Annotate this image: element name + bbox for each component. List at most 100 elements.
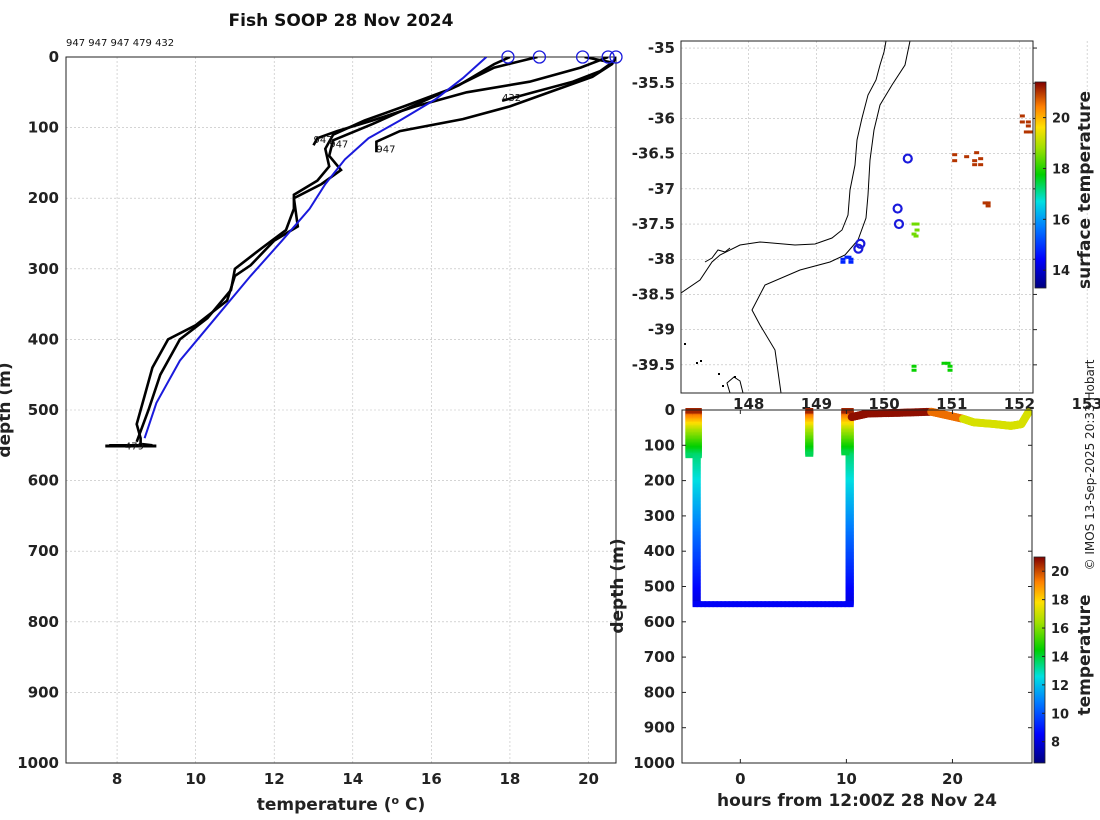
cast-bottom <box>692 601 854 608</box>
lat-tick--35: -35 <box>648 39 675 57</box>
profile-lines <box>105 57 616 448</box>
y-tick-500: 500 <box>28 401 59 419</box>
lat-tick--38.5: -38.5 <box>632 285 675 303</box>
map-colorbar <box>1034 81 1047 289</box>
cast-2 <box>805 408 814 457</box>
lat-tick--39: -39 <box>648 321 675 339</box>
section-xlabel: hours from 12:00Z 28 Nov 24 <box>717 791 997 811</box>
annotation-2: 947 <box>314 135 333 146</box>
y-tick-400: 400 <box>28 330 59 348</box>
y-tick-300: 300 <box>28 260 59 278</box>
sec-x-tick-0: 0 <box>735 770 745 788</box>
profile-ids: 947 947 947 479 432 <box>66 38 174 49</box>
section-content <box>685 407 1033 608</box>
station-0 <box>902 153 913 164</box>
station-1 <box>892 203 903 214</box>
lat-tick--39.5: -39.5 <box>632 356 675 374</box>
y-tick-700: 700 <box>28 542 59 560</box>
station-3 <box>855 238 866 249</box>
sec-y-tick-200: 200 <box>644 472 675 490</box>
sec-y-tick-0: 0 <box>665 401 675 419</box>
sst-patch-5 <box>1019 114 1033 134</box>
profile-frame <box>65 56 617 764</box>
cast-long-down <box>692 408 701 607</box>
sst-patch-4 <box>982 201 991 208</box>
sec-cb-tick-8: 8 <box>1051 736 1060 751</box>
sst-patch-2 <box>911 361 953 372</box>
lat-tick--38: -38 <box>648 250 675 268</box>
map-cb-tick-14: 14 <box>1052 264 1070 279</box>
x-tick-16: 16 <box>421 770 442 788</box>
sst-patch-0 <box>840 255 854 264</box>
sec-y-tick-400: 400 <box>644 542 675 560</box>
sec-x-tick-20: 20 <box>942 770 963 788</box>
x-tick-12: 12 <box>264 770 285 788</box>
x-tick-10: 10 <box>185 770 206 788</box>
sec-x-tick-10: 10 <box>836 770 857 788</box>
start-marker-4 <box>609 50 623 64</box>
section-background <box>682 410 1032 763</box>
y-tick-100: 100 <box>28 119 59 137</box>
x-tick-14: 14 <box>342 770 363 788</box>
series-2 <box>312 57 609 146</box>
series-5 <box>143 57 488 439</box>
section-colorbar-ticks: 8 10 12 14 16 18 20 <box>1042 565 1069 751</box>
stations <box>853 153 913 254</box>
profile-ticks: 8 10 12 14 16 18 20010020030040050060070080090… <box>17 48 599 788</box>
y-tick-1000: 1000 <box>17 754 59 772</box>
y-tick-600: 600 <box>28 472 59 490</box>
sec-cb-tick-14: 14 <box>1051 650 1069 665</box>
annotation-4: 479 <box>125 442 144 453</box>
station-4 <box>853 243 864 254</box>
map-background <box>681 41 1033 393</box>
cast-long-up <box>845 408 854 607</box>
series-3 <box>375 57 616 153</box>
lon-tick-151: 151 <box>936 395 967 413</box>
start-marker-3 <box>601 50 615 64</box>
sec-cb-tick-16: 16 <box>1051 622 1069 637</box>
section-colorbar <box>1033 556 1046 764</box>
series-4 <box>501 57 616 103</box>
lat-tick--37.5: -37.5 <box>632 215 675 233</box>
profile-ylabel: depth (m) <box>0 362 15 457</box>
profile-plot: 8 10 12 14 16 18 20010020030040050060070080090… <box>0 48 623 816</box>
map-grid <box>681 41 1088 393</box>
sec-y-tick-300: 300 <box>644 507 675 525</box>
annotation-0: 947 <box>376 144 395 155</box>
cast-3 <box>841 408 850 456</box>
x-tick-8: 8 <box>112 770 122 788</box>
sec-y-tick-100: 100 <box>644 436 675 454</box>
y-tick-200: 200 <box>28 189 59 207</box>
y-tick-800: 800 <box>28 613 59 631</box>
xlabel-main: temperature ( <box>257 795 392 815</box>
map-colorbar-ticks: 14 16 18 20 <box>1043 112 1070 279</box>
sec-cb-tick-10: 10 <box>1051 707 1069 722</box>
section-ylabel: depth (m) <box>608 538 628 633</box>
copyright: © IMOS 13-Sep-2025 20:33 Hobart <box>1083 359 1097 570</box>
map-cb-tick-16: 16 <box>1052 213 1070 228</box>
xlabel-end: C) <box>399 795 425 815</box>
map-cb-tick-20: 20 <box>1052 112 1070 127</box>
lon-tick-152: 152 <box>1004 395 1035 413</box>
coastline-west <box>704 247 731 263</box>
section-colorbar-label: temperature <box>1075 594 1095 715</box>
sec-y-tick-700: 700 <box>644 648 675 666</box>
profile-xlabel: temperature (o C) <box>257 794 426 816</box>
lon-tick-153: 153 <box>1071 395 1100 413</box>
lat-tick--36: -36 <box>648 109 675 127</box>
lat-tick--36.5: -36.5 <box>632 145 675 163</box>
sec-cb-tick-20: 20 <box>1051 565 1069 580</box>
lon-tick-148: 148 <box>733 395 764 413</box>
profile-grid <box>66 56 616 764</box>
sst-patches <box>840 114 1033 372</box>
cast-0 <box>685 408 694 459</box>
xlabel-sup: o <box>392 794 400 807</box>
surface-track <box>847 407 1033 430</box>
lon-tick-150: 150 <box>868 395 899 413</box>
station-2 <box>893 218 905 230</box>
map-ticks: -35 -35.5 -36 -36.5 -37 -37.5 -38 -38.5 -39 -39.5… <box>632 39 1100 413</box>
